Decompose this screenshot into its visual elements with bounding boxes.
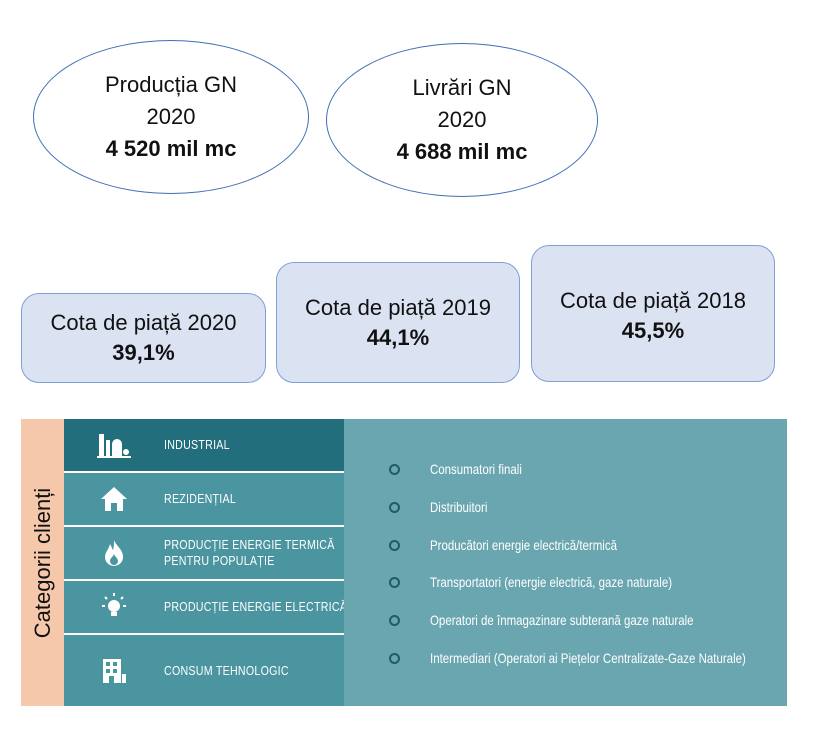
category-residential: REZIDENȚIAL — [64, 473, 344, 527]
client-categories-title: Categorii clienți — [29, 487, 55, 638]
category-thermal-label-2: PENTRU POPULAȚIE — [164, 553, 275, 568]
production-year: 2020 — [146, 104, 196, 129]
category-residential-label: REZIDENȚIAL — [164, 491, 237, 506]
flame-icon — [64, 527, 164, 579]
category-electric-label: PRODUCȚIE ENERGIE ELECTRICĂ — [164, 599, 348, 614]
deliveries-title: Livrări GN — [412, 75, 512, 100]
bullet-icon — [389, 576, 400, 588]
deliveries-ellipse: Livrări GN 2020 4 688 mil mc — [326, 43, 598, 197]
category-industrial: INDUSTRIAL — [64, 419, 344, 473]
category-thermal-label-1: PRODUCȚIE ENERGIE TERMICĂ — [164, 537, 335, 552]
market-share-2018-value: 45,5% — [621, 318, 685, 343]
house-icon — [64, 473, 164, 525]
category-technological-label: CONSUM TEHNOLOGIC — [164, 662, 289, 678]
building-icon — [64, 635, 164, 706]
list-item: Operatori de înmagazinare subterană gaze… — [389, 612, 751, 628]
category-industrial-label: INDUSTRIAL — [164, 437, 230, 452]
market-share-2019-value: 44,1% — [366, 325, 430, 350]
list-item: Transportatori (energie electrică, gaze … — [389, 574, 725, 590]
category-thermal-energy: PRODUCȚIE ENERGIE TERMICĂ PENTRU POPULAȚ… — [64, 527, 344, 581]
market-share-2020-label: Cota de piață 2020 — [50, 310, 237, 335]
lightbulb-icon — [64, 581, 164, 633]
market-share-2020-box: Cota de piață 2020 39,1% — [21, 293, 266, 383]
deliveries-value: 4 688 mil mc — [396, 139, 528, 164]
client-types-panel: Consumatori finali Distribuitori Producă… — [344, 419, 787, 706]
market-share-2020-value: 39,1% — [112, 340, 175, 365]
market-share-2018-box: Cota de piață 2018 45,5% — [531, 245, 775, 382]
list-item: Intermediari (Operatori ai Piețelor Cent… — [389, 650, 815, 666]
bullet-icon — [389, 501, 400, 513]
deliveries-year: 2020 — [437, 107, 487, 132]
client-categories-list: INDUSTRIAL REZIDENȚIAL PRODUCȚIE ENERGIE… — [64, 419, 348, 706]
market-share-2018-label: Cota de piață 2018 — [560, 288, 746, 313]
bullet-icon — [389, 652, 400, 664]
category-electric-energy: PRODUCȚIE ENERGIE ELECTRICĂ — [64, 581, 348, 635]
client-categories-label: Categorii clienți — [21, 419, 64, 706]
bullet-icon — [389, 539, 400, 551]
production-value: 4 520 mil mc — [105, 136, 237, 161]
list-item: Distribuitori — [389, 499, 500, 515]
list-item: Consumatori finali — [389, 461, 542, 477]
market-share-2019-box: Cota de piață 2019 44,1% — [276, 262, 520, 383]
production-title: Producția GN — [104, 72, 238, 97]
bullet-icon — [389, 463, 400, 475]
bullet-icon — [389, 614, 400, 626]
category-technological: CONSUM TEHNOLOGIC — [64, 635, 344, 706]
production-ellipse: Producția GN 2020 4 520 mil mc — [33, 40, 309, 194]
market-share-2019-label: Cota de piață 2019 — [305, 295, 491, 320]
factory-icon — [64, 419, 164, 471]
list-item: Producători energie electrică/termică — [389, 537, 658, 553]
